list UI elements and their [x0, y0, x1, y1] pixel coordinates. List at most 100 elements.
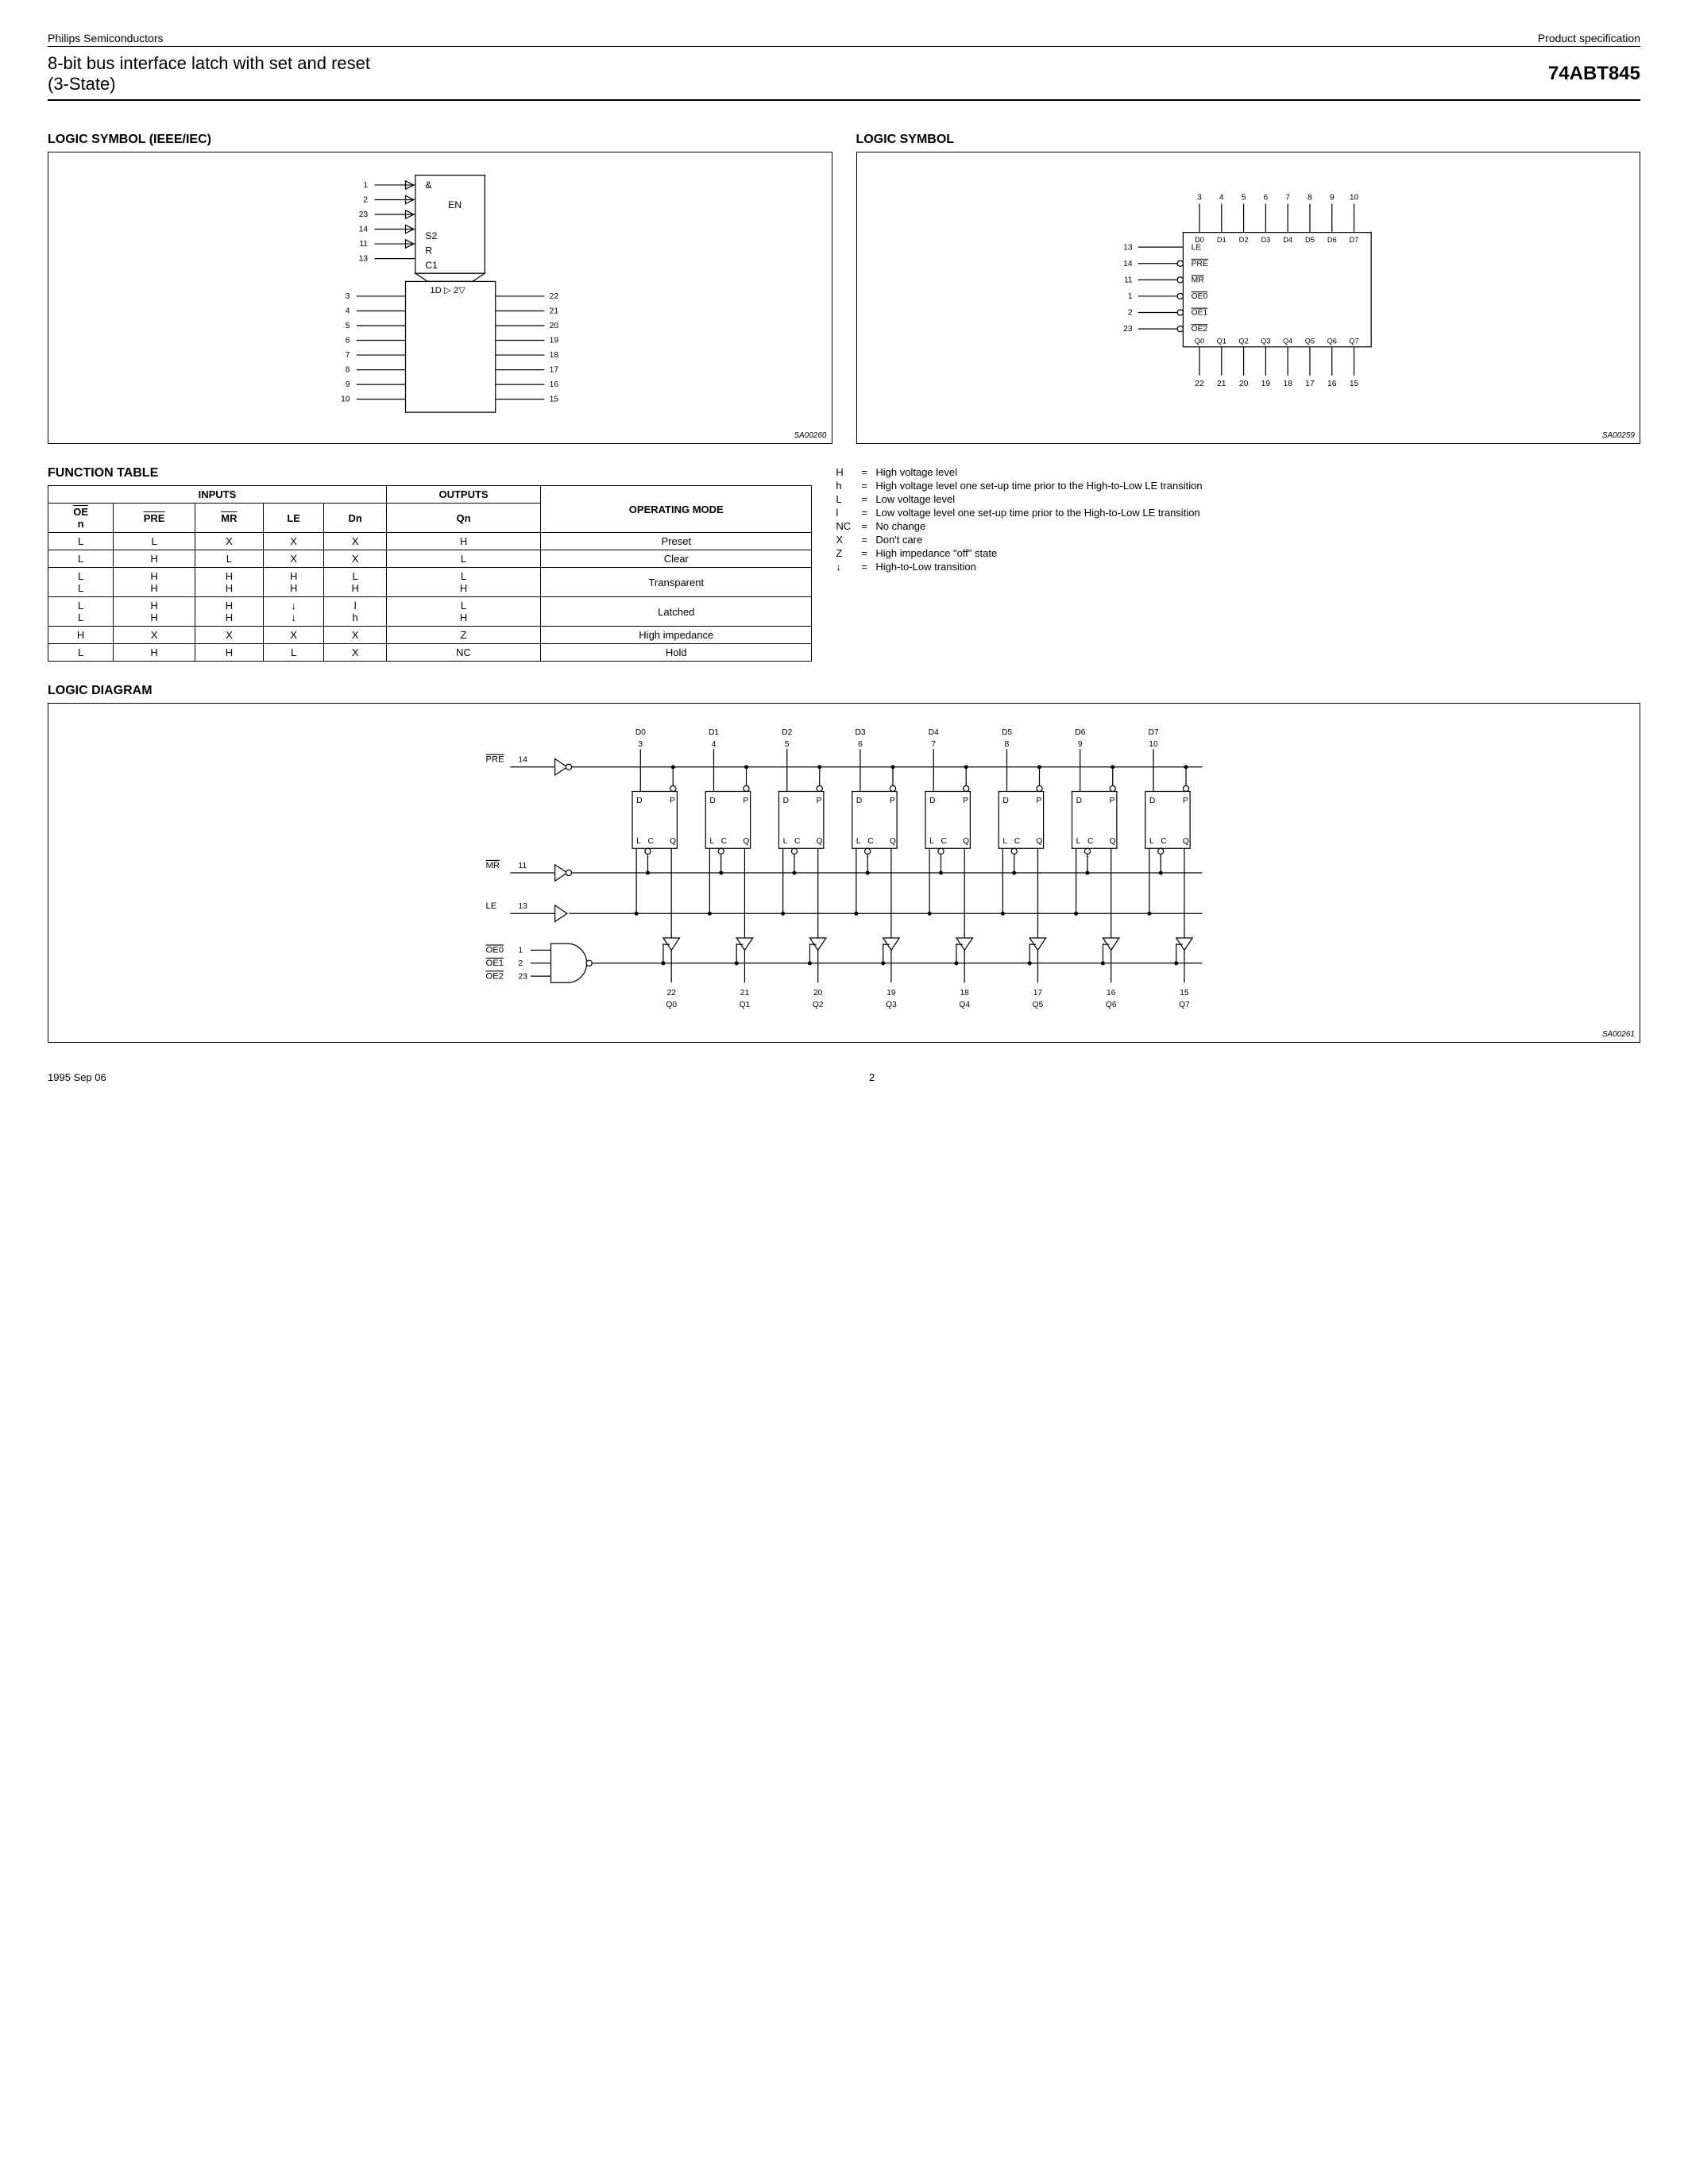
- svg-text:&: &: [425, 179, 432, 191]
- svg-text:C: C: [941, 837, 947, 846]
- svg-text:20: 20: [550, 322, 559, 330]
- svg-text:23: 23: [359, 210, 369, 219]
- svg-text:Q: Q: [1183, 837, 1189, 846]
- svg-text:D: D: [929, 797, 935, 805]
- svg-text:1: 1: [519, 946, 523, 955]
- svg-text:D3: D3: [1261, 236, 1270, 244]
- svg-text:19: 19: [550, 337, 559, 345]
- title-line2: (3-State): [48, 74, 116, 94]
- svg-text:Q2: Q2: [1238, 338, 1248, 345]
- svg-text:15: 15: [550, 396, 559, 404]
- svg-text:13: 13: [1123, 243, 1133, 252]
- svg-text:P: P: [890, 797, 895, 805]
- svg-text:14: 14: [519, 756, 528, 765]
- svg-text:L: L: [1076, 837, 1081, 846]
- svg-text:Q: Q: [817, 837, 823, 846]
- svg-text:15: 15: [1349, 380, 1358, 388]
- logic-diagram-figure: PRE14MR11LE13OE01OE12OE223D03DPLCQ22Q0D1…: [48, 703, 1640, 1043]
- footer-page: 2: [869, 1071, 875, 1083]
- svg-text:13: 13: [519, 902, 528, 911]
- svg-text:OE0: OE0: [1191, 292, 1207, 301]
- logic-symbol-panel: LOGIC SYMBOL 3D04D15D26D37D48D59D610D713…: [856, 133, 1641, 444]
- svg-text:4: 4: [712, 740, 717, 749]
- svg-text:22: 22: [550, 292, 559, 301]
- svg-text:8: 8: [1308, 193, 1312, 202]
- svg-text:3: 3: [346, 292, 350, 301]
- svg-text:23: 23: [1123, 325, 1133, 334]
- svg-text:D0: D0: [635, 728, 646, 737]
- svg-text:C: C: [1087, 837, 1094, 846]
- logic-symbol-title: LOGIC SYMBOL: [856, 133, 1641, 147]
- svg-text:Q4: Q4: [959, 1001, 970, 1009]
- function-table-title: FUNCTION TABLE: [48, 466, 812, 480]
- svg-text:22: 22: [1195, 380, 1204, 388]
- svg-text:OE0: OE0: [486, 945, 504, 955]
- svg-text:20: 20: [1238, 380, 1248, 388]
- svg-text:21: 21: [740, 989, 750, 997]
- svg-text:MR: MR: [1191, 276, 1203, 284]
- svg-text:13: 13: [359, 255, 369, 264]
- svg-text:L: L: [929, 837, 934, 846]
- svg-text:L: L: [709, 837, 714, 846]
- svg-text:S2: S2: [425, 230, 437, 241]
- svg-text:OE2: OE2: [486, 971, 504, 981]
- svg-text:9: 9: [1078, 740, 1083, 749]
- svg-text:P: P: [670, 797, 675, 805]
- svg-text:C: C: [647, 837, 654, 846]
- title-row: 8-bit bus interface latch with set and r…: [48, 48, 1640, 101]
- svg-text:10: 10: [1149, 740, 1158, 749]
- header-left: Philips Semiconductors: [48, 32, 164, 44]
- svg-text:11: 11: [1123, 276, 1132, 284]
- logic-fig-ref: SA00259: [1602, 431, 1635, 440]
- ieee-symbol-title: LOGIC SYMBOL (IEEE/IEC): [48, 133, 832, 147]
- svg-text:2: 2: [363, 196, 368, 205]
- svg-text:D: D: [709, 797, 715, 805]
- svg-text:P: P: [1183, 797, 1188, 805]
- svg-text:OE1: OE1: [1191, 309, 1207, 318]
- svg-text:Q1: Q1: [1216, 338, 1226, 345]
- svg-text:L: L: [636, 837, 641, 846]
- page-footer: 1995 Sep 06 2 .: [48, 1071, 1640, 1083]
- svg-text:Q: Q: [1110, 837, 1116, 846]
- svg-text:Q1: Q1: [740, 1001, 751, 1009]
- page-header: Philips Semiconductors Product specifica…: [48, 32, 1640, 47]
- svg-text:C: C: [794, 837, 801, 846]
- svg-text:Q0: Q0: [666, 1001, 677, 1009]
- svg-text:2: 2: [519, 959, 523, 968]
- svg-text:D: D: [1149, 797, 1155, 805]
- svg-text:P: P: [1110, 797, 1115, 805]
- svg-text:19: 19: [886, 989, 896, 997]
- svg-text:PRE: PRE: [486, 755, 505, 765]
- svg-text:C: C: [721, 837, 728, 846]
- svg-text:LE: LE: [1191, 243, 1201, 252]
- svg-text:D: D: [636, 797, 642, 805]
- svg-text:17: 17: [1033, 989, 1043, 997]
- svg-text:8: 8: [1005, 740, 1010, 749]
- svg-text:Q5: Q5: [1304, 338, 1314, 345]
- logic-diagram-title: LOGIC DIAGRAM: [48, 684, 1640, 698]
- svg-text:3: 3: [1197, 193, 1202, 202]
- svg-text:5: 5: [1241, 193, 1246, 202]
- svg-text:Q7: Q7: [1179, 1001, 1190, 1009]
- svg-text:9: 9: [346, 380, 350, 389]
- svg-text:6: 6: [346, 337, 350, 345]
- svg-text:D6: D6: [1075, 728, 1085, 737]
- svg-text:L: L: [856, 837, 861, 846]
- svg-text:Q0: Q0: [1194, 338, 1203, 345]
- svg-text:R: R: [425, 245, 432, 256]
- svg-text:1: 1: [363, 181, 368, 190]
- ieee-symbol-figure: 1223141113&ENS2RC11D ▷ 2▽345678910222120…: [48, 152, 832, 444]
- svg-text:D2: D2: [782, 728, 792, 737]
- svg-text:OE2: OE2: [1191, 325, 1207, 334]
- svg-text:9: 9: [1329, 193, 1334, 202]
- svg-text:11: 11: [519, 862, 527, 870]
- svg-text:D6: D6: [1327, 236, 1336, 244]
- svg-text:21: 21: [550, 307, 559, 316]
- svg-text:D4: D4: [1283, 236, 1292, 244]
- svg-text:P: P: [743, 797, 748, 805]
- svg-text:D: D: [856, 797, 862, 805]
- svg-text:4: 4: [346, 307, 350, 316]
- svg-text:14: 14: [359, 226, 369, 234]
- function-table: INPUTSOUTPUTSOPERATING MODEOEnPREMRLEDnQ…: [48, 485, 812, 662]
- logic-symbol-figure: 3D04D15D26D37D48D59D610D713LE14PRE11MR1O…: [856, 152, 1641, 444]
